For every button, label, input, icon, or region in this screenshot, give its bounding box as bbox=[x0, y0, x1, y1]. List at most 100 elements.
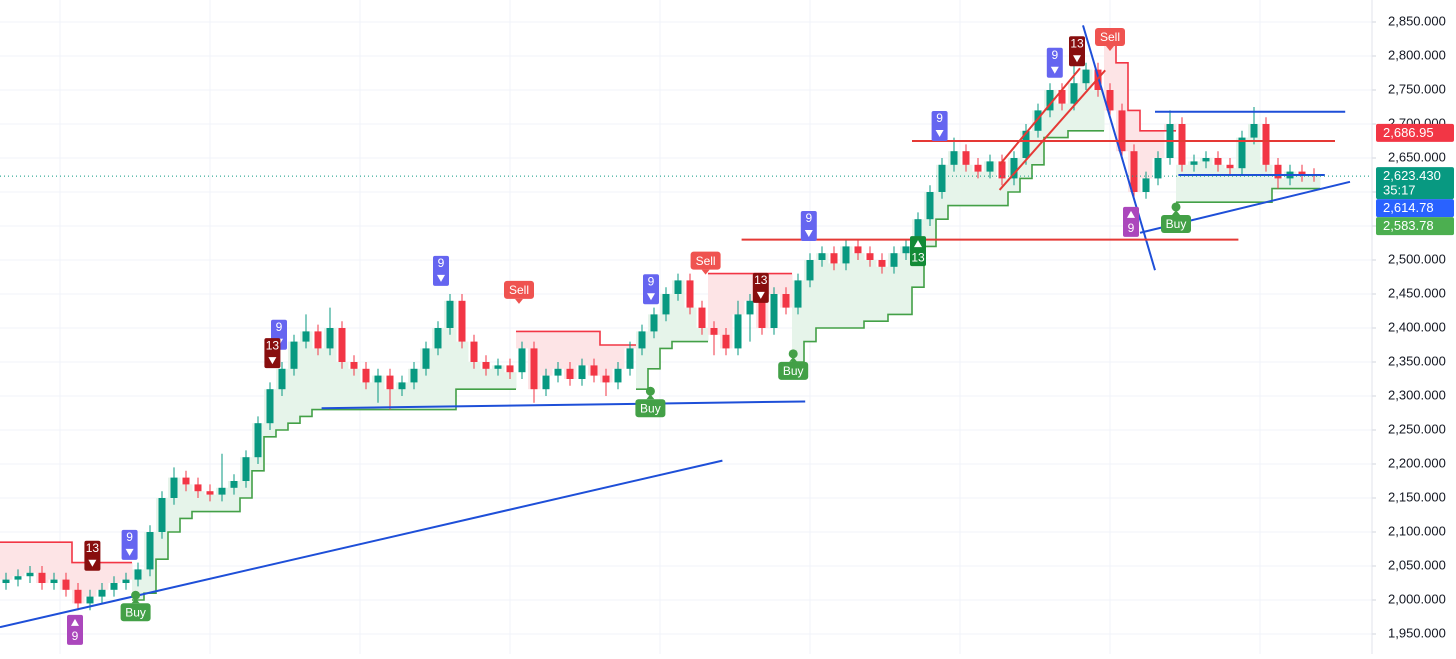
price-label: 2,686.95 bbox=[1383, 125, 1434, 140]
trend-fill bbox=[228, 481, 241, 512]
candle-body bbox=[134, 569, 142, 580]
candle-body bbox=[986, 161, 994, 172]
trend-fill bbox=[1092, 89, 1105, 131]
y-tick-label: 2,050.000 bbox=[1388, 557, 1446, 572]
marker-arrow bbox=[935, 130, 944, 138]
signal-marker: 13 bbox=[910, 236, 926, 267]
signal-marker: 13 bbox=[1069, 36, 1085, 67]
marker-label: 13 bbox=[911, 250, 925, 264]
marker-arrow bbox=[1073, 55, 1081, 63]
candle-body bbox=[362, 368, 370, 383]
candle-body bbox=[326, 328, 334, 349]
marker-pointer bbox=[701, 269, 710, 275]
candle-body bbox=[734, 314, 742, 349]
trend-fill bbox=[1188, 161, 1201, 203]
candle-body bbox=[1202, 158, 1210, 162]
marker-box bbox=[635, 399, 666, 418]
candle-body bbox=[998, 161, 1006, 179]
candle-body bbox=[506, 365, 514, 373]
candle-body bbox=[1226, 164, 1234, 169]
candle-body bbox=[14, 576, 22, 580]
trend-fill bbox=[720, 273, 733, 349]
candle-body bbox=[722, 334, 730, 349]
trend-fill bbox=[108, 562, 121, 584]
candle-body bbox=[1262, 123, 1270, 165]
price-label-box bbox=[1376, 167, 1454, 200]
marker-label: 13 bbox=[754, 273, 768, 287]
candle-body bbox=[98, 589, 106, 597]
candle-body bbox=[422, 348, 430, 369]
candle-body bbox=[602, 375, 610, 383]
candle-body bbox=[110, 583, 118, 590]
candle-body bbox=[434, 328, 442, 349]
candle-body bbox=[182, 477, 190, 485]
marker-arrow bbox=[647, 293, 655, 301]
trend-fill bbox=[504, 372, 517, 390]
trend-fill bbox=[672, 280, 685, 342]
marker-box bbox=[1161, 214, 1191, 233]
signal-marker: Sell bbox=[504, 280, 534, 304]
trend-fill bbox=[816, 253, 829, 329]
price-label-box bbox=[1376, 217, 1454, 236]
candle-body bbox=[230, 481, 238, 488]
candle-body bbox=[1010, 158, 1018, 179]
trend-fill bbox=[180, 484, 193, 519]
candle-body bbox=[158, 498, 166, 533]
y-tick-label: 2,750.000 bbox=[1388, 81, 1446, 96]
marker-arrow bbox=[1050, 66, 1059, 74]
candle-body bbox=[218, 487, 226, 495]
candle-body bbox=[398, 382, 406, 390]
trend-fill bbox=[48, 542, 61, 580]
candle-body bbox=[1034, 110, 1042, 131]
marker-label: 9 bbox=[126, 530, 133, 544]
y-tick-label: 2,800.000 bbox=[1388, 47, 1446, 62]
candle-body bbox=[470, 341, 478, 363]
trend-fill bbox=[972, 171, 985, 206]
signal-marker: 9 bbox=[1123, 206, 1139, 237]
price-label-box bbox=[1376, 123, 1454, 142]
candle-body bbox=[926, 192, 934, 220]
marker-pointer bbox=[1106, 45, 1114, 51]
candle-body bbox=[746, 300, 754, 315]
candle-body bbox=[794, 280, 802, 308]
trend-line bbox=[1082, 25, 1156, 271]
trend-fill bbox=[600, 345, 613, 383]
trend-line bbox=[0, 459, 723, 629]
signal-marker: Sell bbox=[690, 251, 721, 275]
marker-box bbox=[1069, 36, 1085, 67]
y-tick-label: 2,350.000 bbox=[1388, 353, 1446, 368]
signal-marker: 9 bbox=[433, 255, 449, 286]
marker-pointer bbox=[131, 598, 140, 604]
marker-box bbox=[800, 211, 817, 242]
signal-marker: 9 bbox=[121, 529, 138, 560]
signal-marker: Buy bbox=[635, 386, 666, 418]
trend-fill bbox=[1308, 176, 1321, 189]
candle-body bbox=[86, 596, 94, 604]
price-label: 2,583.78 bbox=[1383, 218, 1434, 233]
candle-body bbox=[566, 368, 574, 380]
trend-fill bbox=[900, 246, 913, 315]
candle-body bbox=[614, 368, 622, 383]
signal-marker: 13 bbox=[264, 338, 281, 369]
candle-body bbox=[74, 589, 82, 604]
marker-arrow bbox=[914, 240, 922, 248]
marker-box bbox=[778, 361, 809, 380]
candle-body bbox=[962, 151, 970, 165]
candle-body bbox=[902, 246, 910, 254]
trend-fill bbox=[1056, 103, 1069, 138]
trend-fill bbox=[540, 331, 553, 376]
trend-fill bbox=[336, 362, 349, 410]
marker-label: Buy bbox=[1166, 217, 1187, 231]
marker-arrow bbox=[804, 230, 813, 238]
candle-body bbox=[494, 365, 502, 369]
signal-marker: Buy bbox=[778, 349, 809, 380]
candle-body bbox=[206, 491, 214, 495]
y-tick-label: 2,500.000 bbox=[1388, 251, 1446, 266]
candle-body bbox=[782, 294, 790, 308]
signal-marker: 9 bbox=[67, 614, 83, 645]
signal-marker: 9 bbox=[800, 211, 817, 242]
marker-arrow bbox=[268, 357, 277, 365]
trend-fill bbox=[456, 341, 469, 390]
candle-body bbox=[1082, 69, 1090, 84]
